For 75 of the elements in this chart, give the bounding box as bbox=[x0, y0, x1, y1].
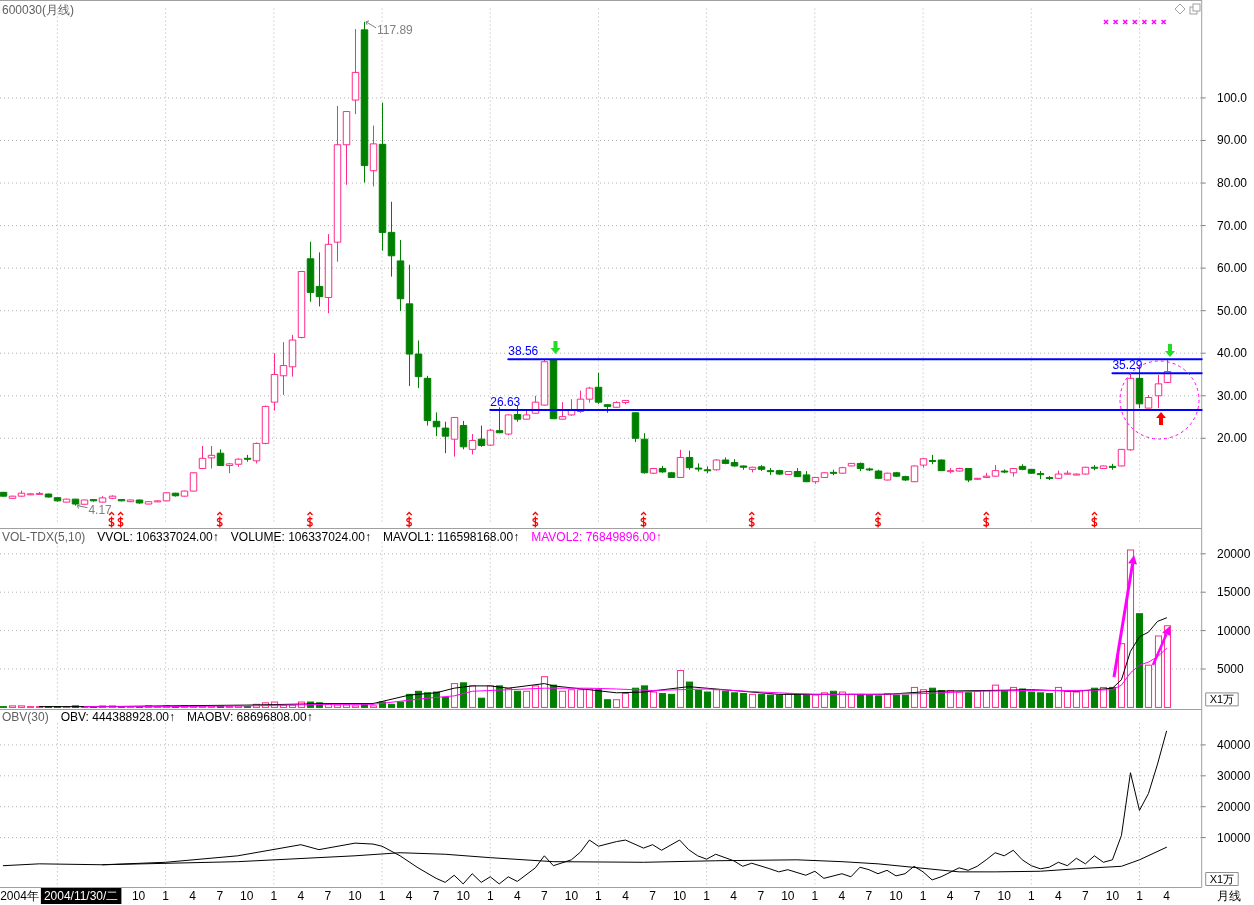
x-tick-label: 7 bbox=[324, 889, 332, 903]
x-tick-label: 7 bbox=[1082, 889, 1090, 903]
y-tick-label: 10000 bbox=[1217, 623, 1251, 638]
x-tick-label: 7 bbox=[865, 889, 873, 903]
x-tick-label: 2004年 bbox=[0, 889, 39, 903]
series-label: 38.56 bbox=[508, 344, 539, 359]
annotation: 4.17 bbox=[88, 502, 113, 517]
y-tick-label: 20.00 bbox=[1217, 431, 1248, 446]
y-tick-label: 70.00 bbox=[1217, 218, 1248, 233]
x-tick-label: 10 bbox=[997, 889, 1012, 903]
x-tick-label: 1 bbox=[162, 889, 170, 903]
x-tick-label: 7 bbox=[541, 889, 548, 903]
x-tick-label: 10 bbox=[564, 889, 579, 903]
y-tick-label: 15000 bbox=[1217, 585, 1251, 600]
x-tick-label: 7 bbox=[757, 889, 765, 903]
x-tick-label: 4 bbox=[838, 889, 846, 903]
series-label: 26.63 bbox=[490, 395, 521, 410]
x-tick-label: 7 bbox=[649, 889, 657, 903]
x-tick-label: 4 bbox=[946, 889, 954, 903]
annotation: VVOL: 106337024.00↑ bbox=[97, 530, 219, 544]
y-tick-label: 10000 bbox=[1217, 830, 1251, 845]
y-tick-label: 40000 bbox=[1217, 737, 1251, 752]
x-tick-label: 4 bbox=[405, 889, 413, 903]
x-tick-label: 10 bbox=[781, 889, 795, 903]
x-tick-label: 7 bbox=[973, 889, 981, 903]
x-tick-label: 1 bbox=[1136, 889, 1144, 903]
y-axis-title: X1万 bbox=[1209, 693, 1235, 706]
y-axis-title: X1万 bbox=[1209, 873, 1235, 885]
x-tick-label: 10 bbox=[348, 889, 362, 903]
x-tick-label: 1 bbox=[703, 889, 711, 903]
x-tick-label: 10 bbox=[456, 889, 471, 903]
x-tick-label: 10 bbox=[889, 889, 904, 903]
x-tick-label: 4 bbox=[297, 889, 305, 903]
y-tick-label: 40.00 bbox=[1217, 346, 1248, 361]
x-tick-label: 10 bbox=[1105, 889, 1120, 903]
x-tick-label: 10 bbox=[672, 889, 687, 903]
y-tick-label: 5000 bbox=[1217, 662, 1245, 676]
annotation: 117.89 bbox=[377, 22, 414, 37]
y-tick-label: 80.00 bbox=[1217, 176, 1248, 191]
chart-title: VOL-TDX(5,10) bbox=[2, 530, 86, 544]
annotation: MAOBV: 68696808.00↑ bbox=[187, 710, 313, 724]
series-label: 35.29 bbox=[1112, 358, 1143, 373]
y-tick-label: 20000 bbox=[1217, 546, 1251, 561]
x-tick-label: 4 bbox=[1163, 889, 1171, 903]
x-tick-label: 10 bbox=[240, 889, 254, 903]
x-tick-label: 1 bbox=[378, 889, 386, 903]
y-tick-label: 20000 bbox=[1217, 799, 1251, 814]
x-tick-label: 1 bbox=[811, 889, 819, 903]
x-tick-label: 4 bbox=[1054, 889, 1062, 903]
y-tick-label: 100.0 bbox=[1217, 90, 1248, 105]
y-tick-label: 60.00 bbox=[1217, 261, 1248, 276]
chart-title: 600030(月线) bbox=[2, 3, 75, 17]
x-tick-label: 1 bbox=[270, 889, 278, 903]
x-tick-label: 1 bbox=[595, 889, 603, 903]
text: MAVOL2: 76849896.00↑ bbox=[531, 530, 662, 544]
annotation: OBV: 444388928.00↑ bbox=[60, 710, 175, 724]
annotation: VOLUME: 106337024.00↑ bbox=[230, 530, 371, 544]
text: 2004/11/30/二 bbox=[43, 889, 119, 903]
x-tick-label: 7 bbox=[432, 889, 440, 903]
y-tick-label: 50.00 bbox=[1217, 303, 1248, 318]
chart-title: OBV(30) bbox=[2, 710, 49, 724]
x-tick-label: 4 bbox=[622, 889, 630, 903]
x-tick-label: 1 bbox=[1027, 889, 1035, 903]
x-tick-label: 1 bbox=[486, 889, 494, 903]
y-tick-label: 30.00 bbox=[1217, 388, 1248, 403]
x-tick-label: 4 bbox=[730, 889, 738, 903]
y-tick-label: 90.00 bbox=[1217, 133, 1248, 148]
x-tick-label: 1 bbox=[919, 889, 927, 903]
x-tick-label: 7 bbox=[216, 889, 224, 903]
x-tick-label: 4 bbox=[513, 889, 521, 903]
x-tick-label: 10 bbox=[131, 889, 146, 903]
x-tick-label: 4 bbox=[189, 889, 197, 903]
text: MAVOL1: 116598168.00↑ bbox=[382, 530, 520, 544]
y-tick-label: 30000 bbox=[1217, 768, 1251, 783]
x-axis-title: 月线 bbox=[1217, 889, 1241, 903]
